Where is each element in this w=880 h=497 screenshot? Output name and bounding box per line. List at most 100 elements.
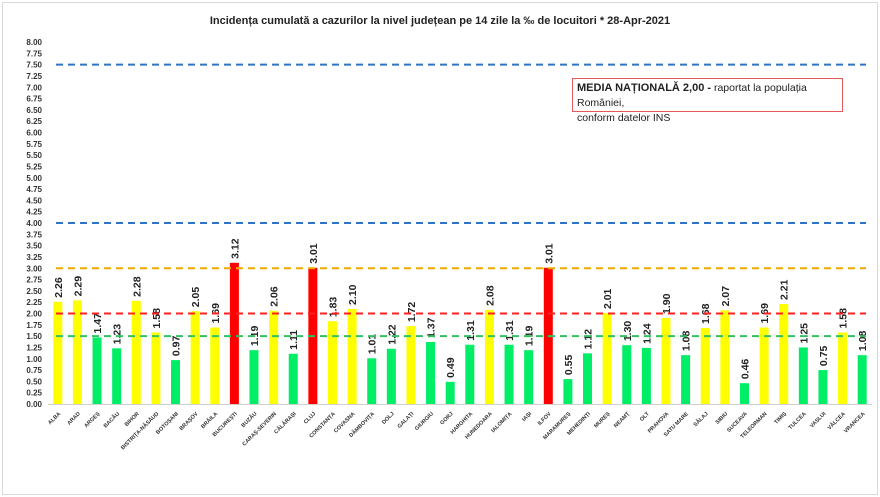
y-tick-label: 6.50 xyxy=(26,106,42,115)
bar xyxy=(288,353,298,404)
y-tick-label: 6.25 xyxy=(26,117,42,126)
y-tick-label: 8.00 xyxy=(26,38,42,47)
category-label: BUZĂU xyxy=(240,410,259,429)
bar xyxy=(190,311,200,404)
data-label: 1.11 xyxy=(288,330,300,350)
bar xyxy=(229,262,239,404)
category-label: SĂLAJ xyxy=(692,410,710,428)
y-tick-label: 3.50 xyxy=(26,242,42,251)
bar xyxy=(661,318,671,404)
bar xyxy=(465,344,475,404)
data-label: 2.06 xyxy=(269,286,281,307)
category-label: SIBIU xyxy=(715,411,730,426)
category-label: IALOMIȚA xyxy=(490,411,513,434)
data-label: 1.47 xyxy=(92,313,104,334)
data-label: 1.58 xyxy=(151,308,163,329)
bar xyxy=(681,355,691,404)
bar xyxy=(249,350,259,404)
category-label: ARGEȘ xyxy=(83,411,101,429)
bar xyxy=(445,381,455,404)
y-tick-label: 2.25 xyxy=(26,298,42,307)
bar xyxy=(484,309,494,404)
y-tick-label: 5.50 xyxy=(26,151,42,160)
y-tick-label: 4.75 xyxy=(26,185,42,194)
category-label: TULCEA xyxy=(788,411,808,431)
category-label: BRAȘOV xyxy=(179,411,200,432)
note-text: raportat la populația României, xyxy=(577,82,807,109)
category-label: TIMIȘ xyxy=(774,411,789,426)
data-label: 1.12 xyxy=(583,329,595,350)
bar xyxy=(798,347,808,404)
data-label: 2.08 xyxy=(484,285,496,306)
data-label: 2.26 xyxy=(53,277,65,298)
data-label: 1.22 xyxy=(386,324,398,345)
bar xyxy=(269,310,279,404)
bar xyxy=(151,332,161,404)
data-label: 1.90 xyxy=(661,293,673,314)
category-label: BACĂU xyxy=(102,410,121,429)
y-tick-label: 3.25 xyxy=(26,253,42,262)
category-label: VRANCEA xyxy=(843,411,866,434)
y-tick-label: 4.25 xyxy=(26,208,42,217)
national-average-note: MEDIA NAȚIONALĂ 2,00 - raportat la popul… xyxy=(572,78,843,124)
data-label: 0.46 xyxy=(739,359,751,380)
data-label: 0.97 xyxy=(171,336,183,357)
y-tick-label: 3.75 xyxy=(26,230,42,239)
y-tick-label: 7.00 xyxy=(26,83,42,92)
bar xyxy=(171,360,181,404)
y-tick-label: 2.75 xyxy=(26,276,42,285)
bar xyxy=(327,321,337,404)
category-label: MUREȘ xyxy=(593,411,612,430)
data-label: 2.07 xyxy=(720,286,732,307)
bar xyxy=(622,345,632,404)
bar xyxy=(602,313,612,404)
category-label: GORJ xyxy=(439,411,454,426)
note-line2: conform datelor INS xyxy=(577,112,671,124)
bar xyxy=(504,344,514,404)
bar xyxy=(818,370,828,404)
bar xyxy=(700,327,710,404)
bar xyxy=(92,337,102,404)
y-tick-label: 7.25 xyxy=(26,72,42,81)
data-label: 1.30 xyxy=(622,321,634,342)
y-tick-label: 5.00 xyxy=(26,174,42,183)
category-label: ARAD xyxy=(66,411,81,426)
category-label: BIHOR xyxy=(124,411,141,428)
category-label: BRĂILA xyxy=(200,410,220,430)
data-label: 3.01 xyxy=(308,243,320,264)
category-label: GIURGIU xyxy=(414,411,435,432)
category-label: CLUJ xyxy=(303,411,317,425)
y-tick-label: 5.25 xyxy=(26,162,42,171)
y-tick-label: 4.50 xyxy=(26,196,42,205)
bar xyxy=(759,327,769,404)
bar xyxy=(72,300,82,404)
category-label: ALBA xyxy=(47,411,62,426)
y-tick-label: 6.75 xyxy=(26,95,42,104)
data-label: 1.08 xyxy=(681,331,693,352)
bar xyxy=(583,353,593,404)
data-label: 2.21 xyxy=(779,279,791,300)
category-label: GALAȚI xyxy=(397,411,416,430)
y-tick-label: 1.75 xyxy=(26,321,42,330)
bar xyxy=(406,326,416,404)
chart-title: Incidența cumulată a cazurilor la nivel … xyxy=(209,15,671,27)
bar xyxy=(563,379,573,404)
data-label: 3.12 xyxy=(229,238,241,259)
bar xyxy=(131,300,141,404)
data-label: 0.49 xyxy=(445,357,457,378)
bar xyxy=(838,332,848,404)
y-tick-label: 2.00 xyxy=(26,310,42,319)
category-label: DOLJ xyxy=(381,411,396,426)
data-label: 1.72 xyxy=(406,302,418,323)
category-label: VASLUI xyxy=(809,411,828,430)
bar xyxy=(367,358,377,404)
bar xyxy=(426,342,436,404)
category-label: ILFOV xyxy=(537,411,553,427)
y-tick-label: 5.75 xyxy=(26,140,42,149)
y-tick-label: 0.00 xyxy=(26,400,42,409)
data-label: 3.01 xyxy=(543,243,555,264)
y-tick-label: 1.50 xyxy=(26,332,42,341)
y-tick-label: 6.00 xyxy=(26,129,42,138)
